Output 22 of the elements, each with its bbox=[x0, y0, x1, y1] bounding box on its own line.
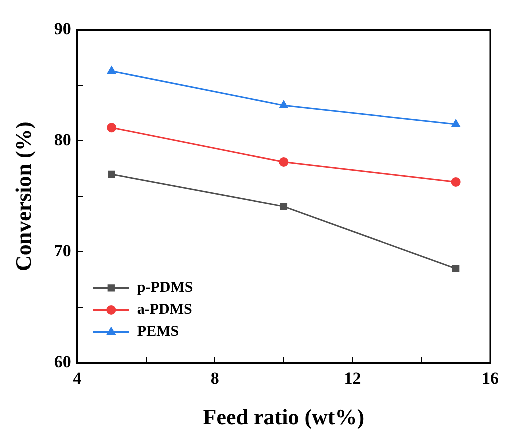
point bbox=[108, 66, 116, 74]
point bbox=[451, 178, 461, 188]
point bbox=[452, 265, 460, 272]
point bbox=[279, 158, 289, 168]
x-axis-title: Feed ratio (wt%) bbox=[203, 404, 365, 430]
point bbox=[452, 120, 460, 128]
y-axis-title: Conversion (%) bbox=[10, 122, 36, 272]
y-tick-label: 80 bbox=[54, 130, 72, 150]
y-tick-label: 70 bbox=[54, 242, 72, 261]
x-tick-label: 16 bbox=[482, 368, 499, 388]
point bbox=[280, 100, 288, 108]
y-tick-label: 90 bbox=[54, 20, 72, 39]
legend-label: p-PDMS bbox=[137, 280, 194, 296]
legend-label: a-PDMS bbox=[137, 302, 192, 318]
point bbox=[107, 123, 117, 133]
x-tick-label: 12 bbox=[344, 368, 362, 388]
y-tick-label: 60 bbox=[54, 352, 72, 372]
legend-label: PEMS bbox=[137, 324, 180, 340]
x-tick-label: 8 bbox=[210, 368, 220, 388]
x-tick-label: 4 bbox=[73, 368, 82, 388]
point bbox=[280, 203, 288, 210]
point bbox=[108, 170, 116, 178]
